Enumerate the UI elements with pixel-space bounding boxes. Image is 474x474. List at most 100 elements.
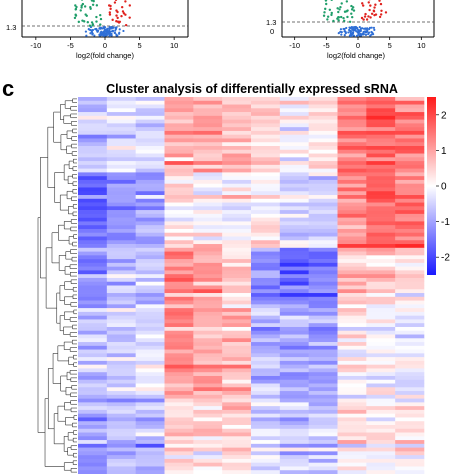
heatmap-cell (164, 104, 194, 109)
heatmap-cell (164, 334, 194, 339)
heatmap-cell (366, 134, 396, 139)
heatmap-cell (164, 387, 194, 392)
heatmap-cell (135, 134, 165, 139)
heatmap-cell (135, 462, 165, 467)
volcano-point-up (124, 0, 127, 3)
heatmap-cell (308, 424, 338, 430)
heatmap-cell (279, 202, 309, 207)
heatmap-cell (193, 112, 223, 117)
heatmap-cell (78, 146, 108, 151)
heatmap-cell (78, 436, 108, 441)
heatmap-cell (366, 360, 396, 365)
heatmap-cell (222, 436, 252, 441)
heatmap-cell (135, 195, 165, 200)
heatmap-cell (164, 164, 194, 169)
volcano-point-down (95, 4, 99, 7)
heatmap-cell (279, 187, 309, 192)
heatmap-cell (366, 179, 396, 185)
heatmap-cell (164, 247, 194, 252)
heatmap-cell (106, 221, 136, 226)
heatmap-cell (337, 440, 367, 445)
heatmap-cell (395, 308, 425, 313)
heatmap-cell (308, 176, 338, 181)
heatmap-cell (337, 168, 367, 173)
heatmap-cell (251, 176, 281, 181)
heatmap-cell (279, 436, 309, 441)
heatmap-cell (106, 409, 136, 414)
heatmap-cell (279, 368, 309, 373)
heatmap-cell (164, 311, 194, 316)
volcano-point-down (330, 0, 333, 2)
heatmap-cell (366, 285, 396, 290)
heatmap-cell (193, 296, 223, 301)
heatmap-cell (193, 402, 223, 407)
heatmap-cell (106, 153, 136, 158)
heatmap-cell (135, 206, 165, 211)
volcano-point-ns (340, 33, 343, 36)
volcano-point-ns (345, 26, 348, 30)
heatmap-cell (366, 293, 396, 298)
heatmap-cell (251, 202, 281, 207)
heatmap-cell (135, 130, 165, 135)
heatmap-cell (193, 443, 223, 448)
heatmap-cell (193, 421, 223, 426)
heatmap-cell (308, 130, 338, 135)
heatmap-cell (106, 236, 136, 241)
heatmap-cell (337, 221, 367, 226)
heatmap-cell (395, 236, 425, 241)
volcano-point-up (120, 14, 123, 18)
heatmap-cell (106, 240, 136, 245)
heatmap-cell (164, 266, 194, 271)
volcano-point-down (330, 13, 333, 17)
heatmap-cell (222, 383, 252, 388)
heatmap-cell (337, 368, 367, 373)
volcano-point-ns (364, 33, 368, 36)
volcano-point-up (108, 11, 111, 14)
heatmap-cell (279, 149, 309, 154)
heatmap-cell (395, 104, 425, 109)
heatmap-cell (366, 372, 396, 377)
heatmap-cell (366, 142, 396, 147)
heatmap-cell (366, 323, 396, 328)
heatmap-cell (106, 210, 136, 215)
heatmap-cell (308, 274, 338, 279)
heatmap-cell (251, 421, 281, 426)
heatmap-cell (78, 153, 108, 158)
heatmap-cell (366, 202, 396, 207)
heatmap-cell (164, 195, 194, 200)
heatmap-cell (395, 198, 425, 203)
heatmap-cell (337, 304, 367, 309)
heatmap-cell (222, 326, 252, 332)
heatmap-cell (366, 266, 396, 271)
heatmap-cell (251, 293, 281, 298)
volcano-point-up (380, 9, 383, 13)
heatmap-cell (251, 368, 281, 373)
heatmap-cell (337, 179, 367, 185)
heatmap-cell (308, 217, 338, 222)
heatmap-cell (366, 149, 396, 154)
heatmap-cell (222, 447, 252, 452)
volcano-point-down (348, 20, 352, 23)
heatmap-cell (366, 421, 396, 426)
heatmap-cell (395, 458, 425, 463)
heatmap-cell (193, 262, 223, 267)
volcano-point-ns (370, 26, 373, 29)
heatmap-cell (222, 330, 252, 335)
heatmap-cell (251, 409, 281, 414)
heatmap-cell (279, 383, 309, 388)
heatmap-cell (193, 168, 223, 173)
heatmap-cell (222, 164, 252, 169)
heatmap-cell (135, 293, 165, 298)
volcano-point-ns (360, 34, 363, 37)
heatmap-cell (395, 285, 425, 290)
volcano-point-ns (372, 26, 376, 29)
heatmap-cell (164, 402, 194, 407)
heatmap-cell (78, 417, 108, 422)
heatmap-cell (78, 406, 108, 411)
heatmap-cell (251, 436, 281, 441)
heatmap-cell (279, 364, 309, 369)
volcano-point-down (323, 11, 326, 14)
heatmap-cell (251, 142, 281, 147)
heatmap-cell (337, 217, 367, 222)
heatmap-cell (106, 225, 136, 230)
